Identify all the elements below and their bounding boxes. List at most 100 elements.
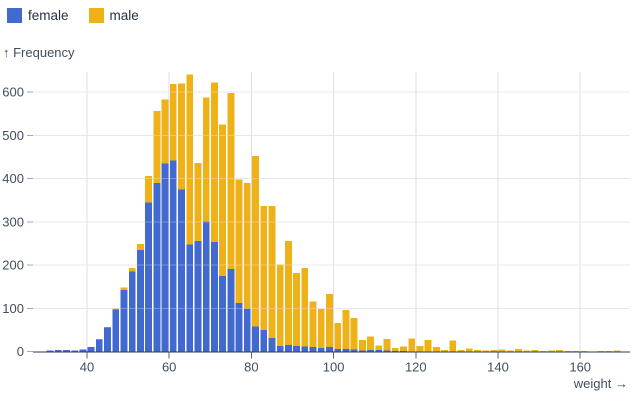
bar-female-40 (87, 347, 95, 352)
bar-male-132 (465, 348, 473, 352)
bar-male-136 (482, 350, 490, 352)
y-tick-label-300: 300 (2, 214, 24, 229)
bar-female-64 (186, 244, 194, 352)
bar-male-98 (326, 293, 333, 348)
bar-male-100 (334, 322, 342, 349)
bar-male-54 (145, 175, 153, 203)
bar-female-108 (367, 350, 374, 352)
bar-male-84 (268, 206, 276, 339)
bar-male-106 (358, 339, 366, 351)
bar-male-94 (309, 301, 317, 348)
bar-male-112 (383, 338, 391, 351)
y-tick-label-100: 100 (2, 301, 24, 316)
bar-female-44 (104, 327, 111, 352)
bar-male-96 (317, 309, 325, 349)
y-tick-label-0: 0 (17, 344, 24, 359)
bar-female-34 (63, 350, 70, 352)
bar-female-88 (284, 345, 292, 352)
bar-male-78 (243, 182, 251, 309)
bar-male-144 (515, 348, 522, 352)
bar-female-80 (252, 326, 259, 352)
bar-female-48 (120, 290, 128, 352)
bar-male-128 (449, 340, 457, 352)
bar-female-68 (202, 221, 210, 352)
x-tick-label-60: 60 (162, 360, 176, 375)
bar-male-140 (498, 349, 506, 352)
bar-male-152 (548, 350, 555, 352)
bar-male-148 (531, 350, 539, 352)
bar-male-46 (112, 308, 120, 310)
bar-male-122 (424, 339, 432, 352)
bar-male-86 (276, 264, 284, 346)
bar-female-86 (276, 345, 284, 352)
bar-female-60 (169, 160, 177, 352)
bar-female-98 (326, 347, 333, 352)
bar-female-82 (260, 329, 268, 352)
bar-male-102 (342, 309, 350, 349)
bar-male-92 (301, 268, 309, 347)
bar-male-76 (235, 179, 243, 304)
bar-male-90 (293, 273, 301, 346)
bar-female-112 (383, 350, 391, 352)
bar-female-30 (46, 350, 54, 352)
legend-swatch-female (7, 8, 22, 23)
y-tick-label-400: 400 (2, 171, 24, 186)
y-tick-label-500: 500 (2, 128, 24, 143)
y-tick-label-200: 200 (2, 258, 24, 273)
bar-female-58 (161, 163, 169, 352)
bar-male-62 (178, 83, 185, 190)
bar-female-106 (358, 350, 366, 352)
bar-male-154 (556, 350, 564, 352)
bar-female-100 (334, 348, 342, 352)
legend-label-male: male (109, 8, 139, 23)
x-tick-label-160: 160 (569, 360, 591, 375)
bar-female-72 (219, 276, 227, 352)
bar-male-74 (227, 92, 235, 269)
x-tick-label-40: 40 (80, 360, 94, 375)
bar-male-66 (194, 162, 202, 242)
bar-female-66 (194, 241, 202, 352)
bar-male-168 (613, 350, 621, 352)
legend: female male (7, 8, 139, 23)
bar-male-146 (523, 350, 531, 352)
bar-male-120 (416, 345, 424, 352)
bar-male-82 (260, 206, 268, 330)
x-tick-label-140: 140 (487, 360, 509, 375)
bar-female-46 (112, 309, 120, 352)
bar-female-32 (54, 349, 62, 352)
bar-female-74 (227, 268, 235, 352)
bar-male-110 (375, 345, 383, 351)
bar-male-124 (432, 347, 440, 352)
bar-female-70 (211, 242, 218, 352)
bar-female-50 (128, 271, 136, 352)
bar-male-50 (128, 268, 136, 272)
bar-male-44 (104, 326, 111, 328)
bar-female-104 (350, 349, 358, 352)
bar-male-130 (457, 349, 465, 352)
x-tick-label-80: 80 (244, 360, 258, 375)
bar-male-72 (219, 124, 227, 277)
y-tick-label-600: 600 (2, 85, 24, 100)
bar-male-56 (153, 111, 161, 183)
bar-male-138 (490, 349, 498, 352)
bar-male-116 (400, 346, 407, 352)
bar-male-52 (137, 244, 144, 250)
bar-female-96 (317, 348, 325, 352)
bar-female-62 (178, 189, 185, 352)
bar-male-58 (161, 99, 169, 164)
bar-female-36 (71, 350, 79, 352)
legend-item-female: female (7, 8, 69, 23)
bar-male-60 (169, 84, 177, 161)
bar-female-76 (235, 303, 243, 352)
bar-male-64 (186, 74, 194, 245)
bar-male-108 (367, 336, 374, 351)
bar-male-48 (120, 287, 128, 291)
bar-female-92 (301, 346, 309, 352)
bar-female-90 (293, 345, 301, 352)
bar-female-110 (375, 350, 383, 352)
y-axis-title: ↑ Frequency (3, 45, 75, 60)
bar-male-80 (252, 156, 259, 327)
bar-female-56 (153, 182, 161, 352)
bar-male-134 (474, 349, 481, 352)
